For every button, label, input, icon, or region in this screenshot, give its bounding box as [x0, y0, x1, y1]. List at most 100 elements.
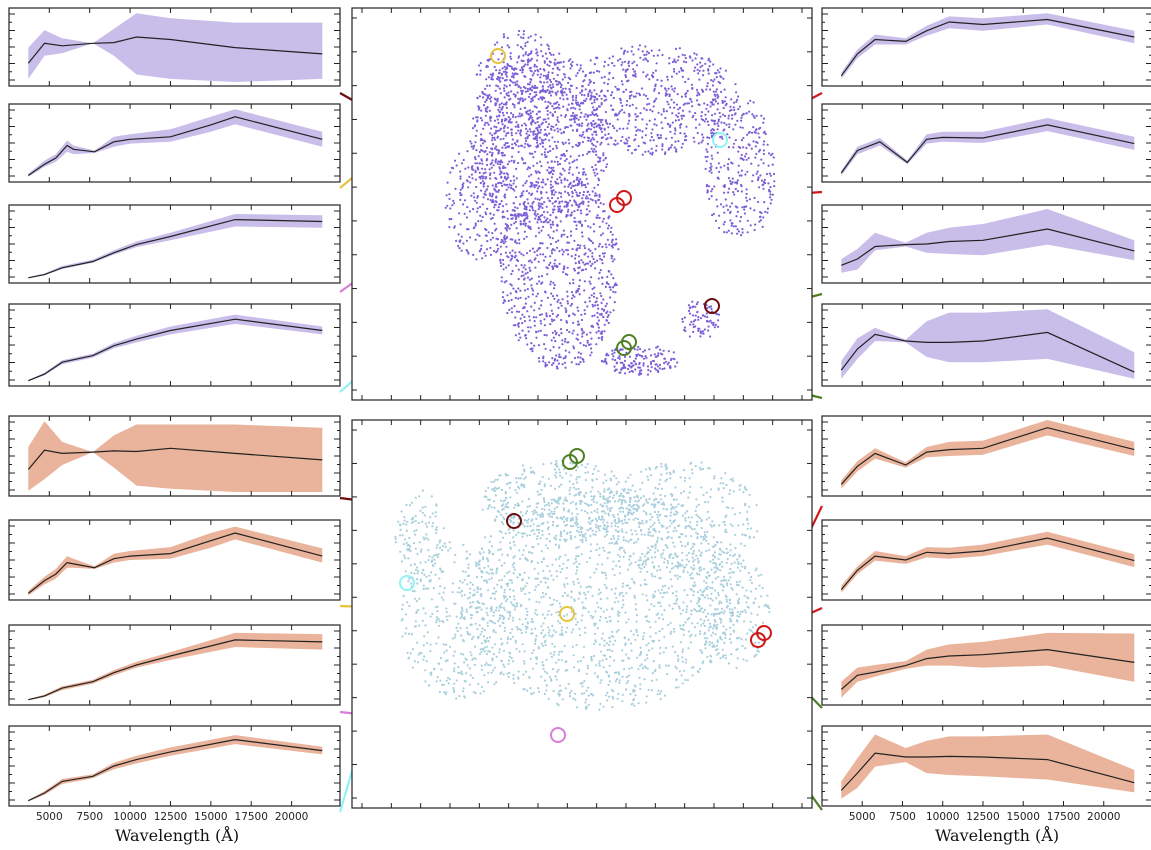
umap-point	[663, 367, 666, 370]
umap-point	[637, 559, 640, 562]
umap-point	[602, 154, 605, 157]
umap-point	[581, 133, 584, 136]
umap-point	[543, 69, 546, 72]
umap-point	[541, 213, 544, 217]
umap-point	[549, 242, 553, 246]
umap-point	[524, 617, 527, 621]
umap-point	[553, 507, 556, 510]
umap-point	[626, 99, 629, 103]
umap-point	[599, 257, 602, 260]
umap-point	[524, 297, 527, 300]
umap-point	[611, 55, 615, 58]
umap-point	[604, 243, 607, 246]
umap-point	[752, 101, 755, 104]
umap-point	[497, 85, 500, 88]
umap-point	[645, 594, 648, 597]
umap-point	[488, 97, 492, 100]
umap-point	[484, 171, 487, 174]
umap-point	[469, 606, 472, 609]
umap-point	[600, 76, 603, 79]
umap-point	[615, 362, 619, 365]
umap-point	[739, 157, 742, 160]
umap-point	[574, 99, 578, 102]
umap-point	[604, 305, 607, 308]
umap-point	[692, 323, 695, 326]
umap-point	[589, 331, 592, 334]
umap-point	[548, 145, 552, 148]
umap-point	[656, 54, 659, 57]
umap-point	[535, 180, 538, 183]
umap-point	[538, 601, 541, 604]
umap-point	[602, 159, 605, 162]
umap-point	[494, 229, 497, 232]
umap-point	[648, 497, 651, 501]
umap-point	[553, 297, 556, 300]
umap-point	[555, 570, 558, 573]
umap-point	[549, 652, 552, 655]
umap-point	[628, 504, 631, 507]
umap-point	[511, 103, 514, 106]
umap-point	[519, 98, 522, 102]
umap-point	[758, 186, 761, 189]
umap-point	[476, 210, 479, 213]
umap-point	[685, 61, 688, 64]
umap-point	[641, 153, 644, 156]
umap-point	[590, 347, 593, 350]
umap-point	[519, 317, 522, 320]
umap-point	[504, 68, 507, 71]
umap-point	[570, 107, 573, 110]
umap-point	[560, 659, 563, 662]
umap-point	[557, 103, 561, 106]
umap-point	[505, 85, 508, 88]
umap-point	[518, 310, 521, 313]
umap-point	[530, 116, 534, 119]
umap-point	[529, 269, 532, 272]
umap-point	[520, 275, 523, 278]
umap-point	[574, 557, 577, 561]
umap-point	[707, 57, 711, 61]
umap-point	[507, 186, 510, 189]
umap-point	[498, 559, 501, 562]
umap-point	[749, 99, 752, 102]
umap-point	[520, 124, 524, 127]
umap-point	[682, 669, 686, 672]
umap-point	[718, 82, 722, 85]
umap-point	[561, 698, 564, 701]
umap-point	[500, 52, 503, 55]
umap-point	[656, 345, 659, 348]
umap-point	[623, 355, 627, 358]
umap-point	[469, 181, 472, 184]
umap-point	[684, 80, 687, 84]
umap-point	[522, 660, 526, 663]
umap-point	[542, 139, 545, 142]
umap-point	[613, 574, 616, 577]
umap-point	[571, 247, 574, 251]
umap-point	[587, 127, 590, 130]
umap-point	[534, 210, 537, 213]
umap-point	[472, 253, 475, 256]
umap-point	[486, 198, 490, 201]
umap-point	[517, 115, 520, 118]
umap-point	[646, 73, 649, 76]
umap-point	[563, 91, 566, 94]
umap-point	[551, 185, 554, 188]
umap-point	[536, 139, 539, 142]
umap-point	[490, 96, 493, 99]
umap-point	[606, 648, 609, 652]
umap-point	[574, 220, 577, 223]
umap-point	[515, 310, 519, 313]
umap-point	[765, 172, 769, 176]
umap-point	[729, 617, 732, 620]
umap-point	[551, 114, 555, 117]
umap-point	[498, 166, 501, 169]
umap-point	[606, 238, 610, 241]
umap-point	[545, 363, 549, 367]
umap-point	[590, 325, 593, 328]
umap-point	[506, 36, 509, 40]
umap-point	[542, 210, 546, 213]
umap-point	[483, 123, 486, 127]
umap-point	[607, 217, 610, 220]
umap-point	[558, 176, 561, 179]
umap-point	[530, 205, 534, 208]
umap-point	[504, 166, 507, 169]
